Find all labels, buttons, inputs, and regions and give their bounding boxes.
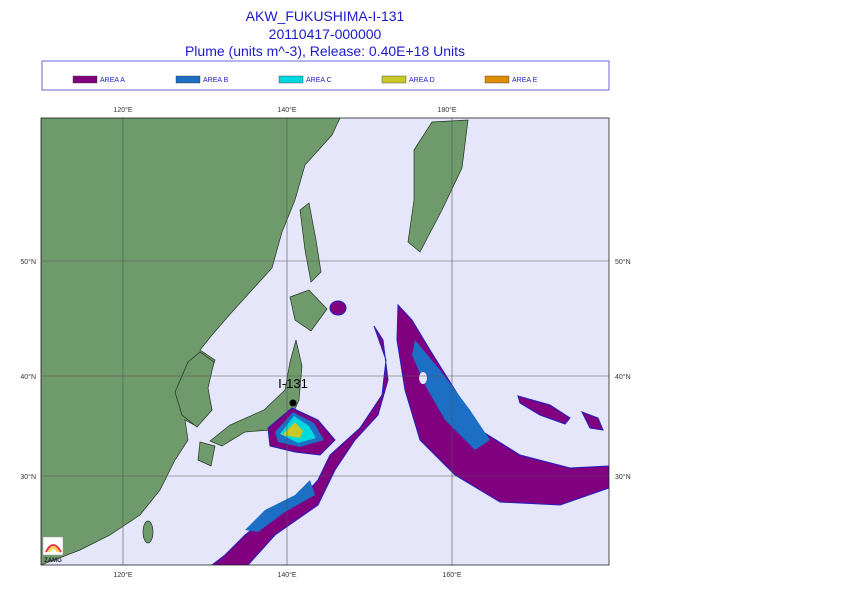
legend-swatch <box>72 75 98 84</box>
legend-label: AREA A <box>100 77 125 84</box>
plume <box>517 395 571 425</box>
lat-label: 40°N <box>20 373 36 381</box>
lat-label: 30°N <box>20 473 36 481</box>
sakhalin <box>299 202 322 283</box>
legend-label: AREA B <box>203 77 229 84</box>
map <box>41 118 609 565</box>
lon-label: 180°E <box>437 106 456 114</box>
date: 20110417-000000 <box>269 26 382 42</box>
lon-label: 120°E <box>113 106 132 114</box>
logo-arc <box>48 546 59 553</box>
lon-label: 140°E <box>277 106 296 114</box>
lon-label: 120°E <box>113 571 132 579</box>
source-marker <box>289 399 297 407</box>
plume <box>412 340 490 450</box>
legend-label: AREA E <box>512 77 538 84</box>
legend: AREA A AREA B AREA C AREA D AREA E <box>72 75 538 84</box>
lon-label: 160°E <box>442 571 461 579</box>
legend-swatch <box>484 75 510 84</box>
plume <box>211 325 389 565</box>
legend-label: AREA D <box>409 77 435 84</box>
lat-label: 30°N <box>615 473 631 481</box>
plume <box>329 300 347 316</box>
lat-label: 40°N <box>615 373 631 381</box>
korea <box>174 351 215 428</box>
logo-text: ZAMG <box>44 558 62 564</box>
kamchatka <box>407 119 469 253</box>
title: AKW_FUKUSHIMA-I-131 <box>246 8 405 24</box>
source-label: I-131 <box>278 376 308 391</box>
lon-label: 140°E <box>277 571 296 579</box>
lat-label: 50°N <box>615 258 631 266</box>
kyushu <box>197 441 216 467</box>
logo: ZAMG <box>42 536 64 564</box>
legend-swatch <box>278 75 304 84</box>
lat-label: 50°N <box>20 258 36 266</box>
plume <box>396 303 609 506</box>
plume-hole <box>419 372 427 384</box>
hokkaido <box>289 289 328 332</box>
subtitle: Plume (units m^-3), Release: 0.40E+18 Un… <box>185 43 465 59</box>
legend-box <box>41 60 610 91</box>
plume <box>580 411 604 431</box>
map-frame <box>40 117 610 566</box>
taiwan <box>142 520 154 544</box>
logo-arc <box>45 544 62 553</box>
legend-swatch <box>175 75 201 84</box>
legend-label: AREA C <box>306 77 332 84</box>
legend-swatch <box>381 75 407 84</box>
plume <box>245 480 315 532</box>
